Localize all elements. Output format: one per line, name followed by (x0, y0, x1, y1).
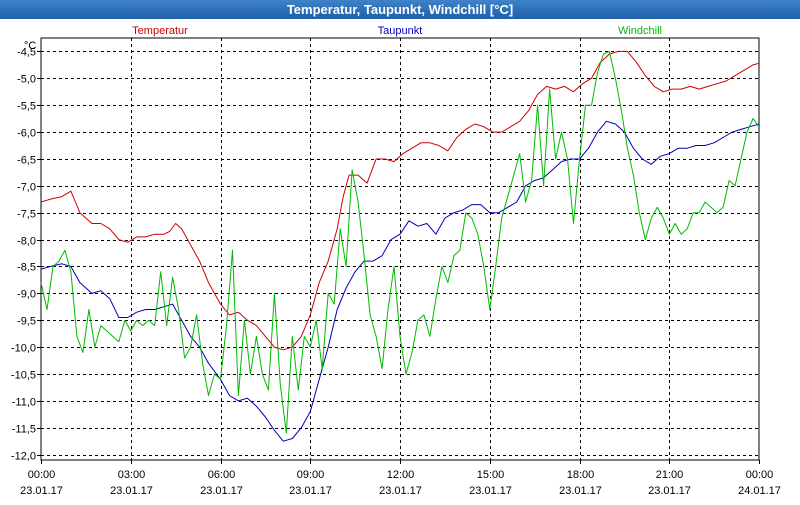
y-tick-label: -4,5 (17, 47, 36, 59)
x-tick-date-label: 23.01.17 (559, 485, 602, 497)
legend-temperatur: Temperatur (132, 25, 188, 37)
x-tick-time-label: 09:00 (297, 469, 325, 481)
y-tick-label: -12,0 (11, 451, 36, 463)
x-tick-date-label: 24.01.17 (738, 485, 781, 497)
y-tick-label: -9,0 (17, 289, 36, 301)
x-tick-date-label: 23.01.17 (110, 485, 153, 497)
x-tick-time-label: 21:00 (656, 469, 684, 481)
legend-taupunkt: Taupunkt (378, 25, 423, 37)
y-tick-label: -5,0 (17, 74, 36, 86)
line-chart: °C Temperatur Taupunkt Windchill -4,5 -5,0 -… (11, 25, 781, 497)
y-tick-label: -7,0 (17, 182, 36, 194)
x-tick-time-label: 18:00 (567, 469, 595, 481)
y-tick-label: -11,0 (12, 397, 36, 409)
x-tick-date-label: 23.01.17 (20, 485, 63, 497)
y-tick-label: -9,5 (17, 316, 36, 328)
chart-area: °C Temperatur Taupunkt Windchill -4,5 -5,0 -… (0, 19, 800, 500)
series-line-taupunkt (40, 120, 760, 442)
x-tick-time-label: 15:00 (477, 469, 505, 481)
series-line-temperatur (40, 50, 760, 351)
x-tick-time-label: 03:00 (118, 469, 146, 481)
x-tick-date-label: 23.01.17 (648, 485, 691, 497)
legend-windchill: Windchill (618, 25, 662, 37)
y-tick-label: -6,5 (17, 155, 36, 167)
y-tick-label: -11,5 (12, 424, 36, 436)
x-tick-date-label: 23.01.17 (379, 485, 422, 497)
x-tick-time-label: 00:00 (28, 469, 56, 481)
x-tick-time-label: 12:00 (387, 469, 415, 481)
x-tick-time-label: 06:00 (208, 469, 236, 481)
y-tick-label: -10,5 (11, 370, 36, 382)
y-tick-label: -10,0 (11, 343, 36, 355)
x-tick-date-label: 23.01.17 (289, 485, 332, 497)
y-tick-label: -6,0 (17, 128, 36, 140)
x-tick-date-label: 23.01.17 (469, 485, 512, 497)
chart-title: Temperatur, Taupunkt, Windchill [°C] (0, 0, 800, 19)
x-tick-time-label: 00:00 (746, 469, 774, 481)
y-tick-label: -5,5 (17, 101, 36, 113)
x-tick-date-label: 23.01.17 (200, 485, 243, 497)
y-tick-label: -8,5 (17, 262, 36, 274)
y-tick-label: -8,0 (17, 236, 36, 248)
y-unit-label: °C (24, 40, 36, 52)
series-line-windchill (40, 50, 760, 434)
y-tick-label: -7,5 (17, 209, 36, 221)
